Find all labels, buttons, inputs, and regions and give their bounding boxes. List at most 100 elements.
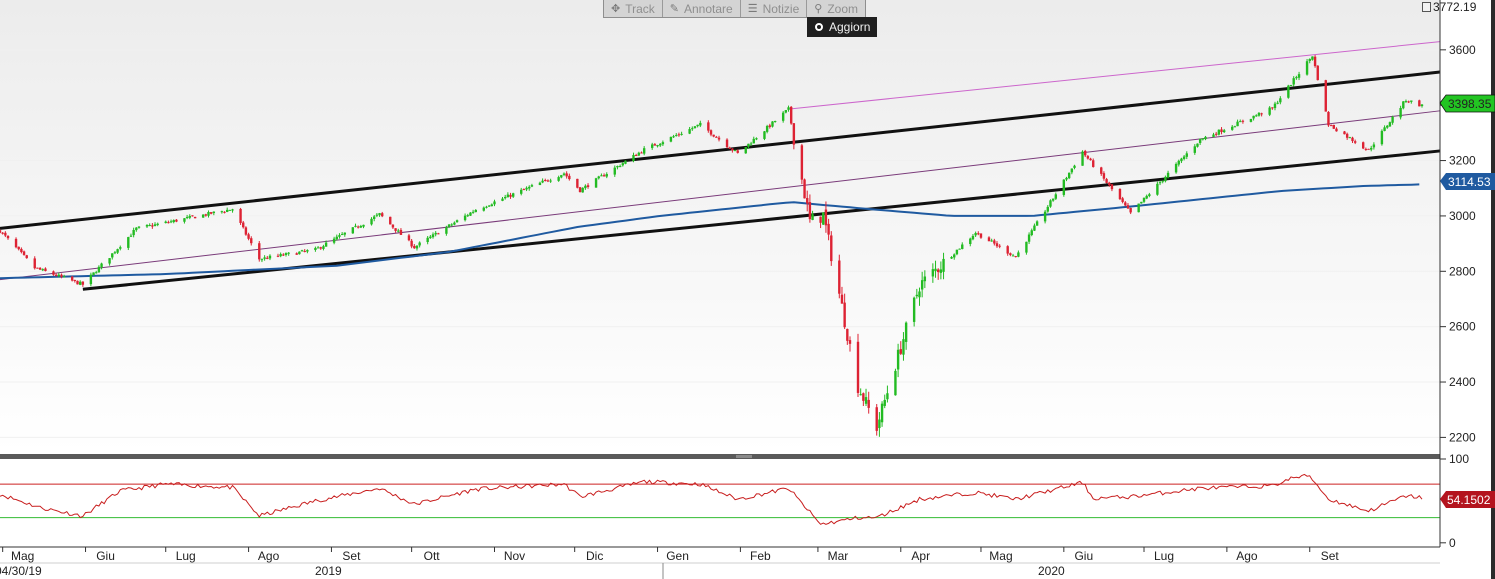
magnifier-icon: ⚲ <box>814 3 823 15</box>
ma-value-marker: 3114.53 <box>1440 173 1495 190</box>
candle <box>463 213 467 222</box>
candle <box>1276 100 1279 105</box>
candle <box>578 186 582 193</box>
refresh-button[interactable]: Aggiorn <box>807 17 878 37</box>
candle <box>167 220 170 224</box>
scale-toggle-icon[interactable] <box>1422 2 1431 12</box>
candle <box>808 194 812 223</box>
trend-line-upper-projection <box>788 41 1441 110</box>
candle <box>332 236 336 245</box>
candle <box>838 254 841 299</box>
candle <box>709 129 713 137</box>
candle <box>728 146 731 149</box>
candle <box>407 233 411 242</box>
x-tick-label-16: Set <box>1321 549 1340 563</box>
candle <box>54 273 58 277</box>
rsi-y-axis: 0 100 <box>1440 452 1469 550</box>
candle <box>1009 252 1012 257</box>
zoom-button[interactable]: ⚲ Zoom <box>807 0 865 17</box>
candle <box>886 385 889 403</box>
candle <box>17 246 20 251</box>
news-button[interactable]: ☰ Notizie <box>741 0 808 17</box>
candle <box>541 178 544 184</box>
candle <box>522 188 526 191</box>
panel-splitter[interactable] <box>0 454 1440 459</box>
candle <box>624 160 627 165</box>
candle <box>712 134 715 138</box>
candle <box>268 254 272 261</box>
candle <box>568 173 571 181</box>
candle <box>640 151 643 154</box>
rsi-reference-lines <box>0 483 1440 519</box>
candle <box>811 210 814 221</box>
candle <box>843 293 846 330</box>
candle <box>135 227 138 232</box>
candle <box>397 228 400 233</box>
candle <box>0 229 2 234</box>
candle <box>501 197 504 202</box>
candle <box>977 231 980 236</box>
candle <box>1051 198 1055 202</box>
candle <box>560 174 563 179</box>
candle <box>282 253 285 257</box>
candle <box>755 137 758 141</box>
track-button[interactable]: ✥ Track <box>604 0 663 17</box>
annotate-button[interactable]: ✎ Annotare <box>663 0 741 17</box>
candle <box>1380 129 1384 146</box>
candle <box>52 270 55 276</box>
candle <box>1027 232 1031 244</box>
candle <box>904 321 908 350</box>
candle <box>771 121 774 128</box>
candle <box>413 244 416 249</box>
candle <box>1089 157 1092 161</box>
candle <box>490 203 494 207</box>
candle <box>172 219 175 224</box>
x-tick-label-5: Ott <box>424 549 441 563</box>
track-label: Track <box>625 1 655 16</box>
radio-dot-icon <box>815 23 823 31</box>
candle <box>669 136 673 143</box>
candle <box>672 134 675 139</box>
y-tick-label-2400: 2400 <box>1449 375 1476 389</box>
candle <box>765 124 769 134</box>
candle <box>137 226 141 229</box>
candle <box>883 394 886 409</box>
candle <box>939 261 943 280</box>
candle <box>1204 135 1207 141</box>
candle <box>145 224 149 228</box>
candle <box>1067 172 1071 180</box>
candle <box>474 209 477 213</box>
candle <box>936 268 940 280</box>
candle <box>1006 245 1009 256</box>
candle <box>1185 151 1188 160</box>
candle <box>25 254 28 259</box>
candle <box>1233 125 1237 128</box>
candle <box>370 217 373 226</box>
candle <box>581 187 584 193</box>
candle <box>81 281 85 287</box>
candle <box>642 146 646 156</box>
candle <box>22 250 26 256</box>
candle <box>1201 138 1205 141</box>
candle <box>1287 84 1290 99</box>
candle <box>1418 99 1421 107</box>
candle <box>1017 250 1020 258</box>
x-tick-label-13: Giu <box>1074 549 1093 563</box>
candle <box>1121 196 1124 204</box>
candle <box>455 219 459 223</box>
candle <box>340 232 344 236</box>
candle <box>923 270 927 289</box>
candle <box>744 147 747 154</box>
splitter-handle[interactable] <box>736 455 752 458</box>
candle <box>4 231 7 238</box>
candle <box>1196 143 1199 148</box>
candle <box>880 401 884 427</box>
candle <box>300 249 304 252</box>
candle <box>1124 201 1127 207</box>
candle <box>111 253 114 260</box>
candle <box>1383 125 1386 132</box>
last-price-label: 3398.35 <box>1448 97 1492 111</box>
candle <box>153 222 157 227</box>
candle <box>953 253 956 260</box>
